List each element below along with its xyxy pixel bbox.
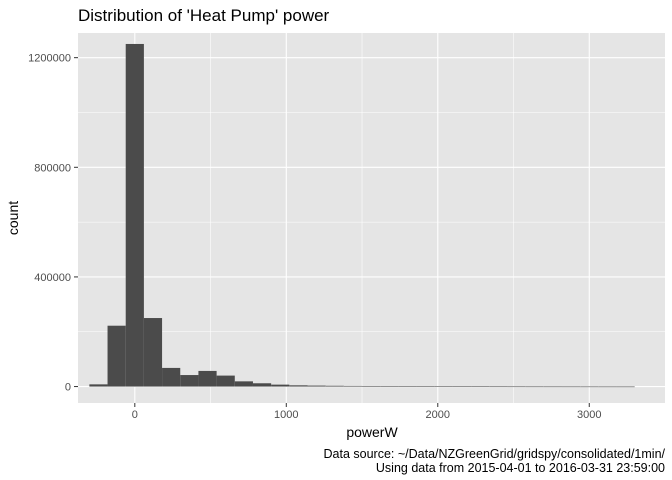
caption-date-range: Using data from 2015-04-01 to 2016-03-31… <box>376 461 665 475</box>
histogram-bar <box>507 386 526 388</box>
histogram-bar <box>325 385 344 387</box>
histogram-bar <box>434 386 453 387</box>
y-tick-label: 1200000 <box>28 53 71 65</box>
histogram-bar <box>598 386 617 388</box>
histogram-bar <box>216 375 235 387</box>
histogram-bar <box>89 384 108 387</box>
histogram-bar <box>452 386 472 387</box>
histogram-bars <box>89 43 635 388</box>
histogram-bar <box>234 381 253 387</box>
histogram-bar <box>616 386 635 388</box>
caption-data-source: Data source: ~/Data/NZGreenGrid/gridspy/… <box>324 447 666 461</box>
x-tick-label: 0 <box>132 409 138 421</box>
histogram-bar <box>343 385 363 387</box>
histogram-bar <box>289 385 308 387</box>
histogram-bar <box>398 386 417 387</box>
x-tick-label: 2000 <box>426 409 450 421</box>
y-tick-label: 800000 <box>34 162 71 174</box>
plot-panel <box>78 33 665 403</box>
histogram-bar <box>162 367 181 387</box>
histogram-bar <box>471 386 490 387</box>
histogram-bar <box>271 384 290 387</box>
histogram-bar <box>107 325 126 387</box>
x-tick-label: 3000 <box>577 409 601 421</box>
histogram-bar <box>180 375 199 387</box>
y-axis-ticks: 0 400000 800000 1200000 <box>28 53 78 394</box>
histogram-bar <box>489 386 508 388</box>
histogram-bar <box>380 386 399 387</box>
x-axis-ticks: 0 1000 2000 3000 <box>132 403 602 421</box>
histogram-bar <box>561 386 581 388</box>
histogram-bar <box>307 385 326 387</box>
y-tick-label: 400000 <box>34 272 71 284</box>
y-axis-title: count <box>5 201 21 235</box>
x-tick-label: 1000 <box>274 409 298 421</box>
histogram-bar <box>252 383 272 387</box>
histogram-bar <box>416 386 435 387</box>
y-tick-label: 0 <box>65 382 71 394</box>
histogram-bar <box>543 386 562 388</box>
chart-title: Distribution of 'Heat Pump' power <box>78 6 330 25</box>
histogram-bar <box>362 386 381 387</box>
minor-gridlines <box>78 33 665 403</box>
histogram-bar <box>125 43 144 387</box>
x-axis-title: powerW <box>346 424 398 440</box>
histogram-bar <box>525 386 544 388</box>
histogram-bar <box>198 370 217 387</box>
histogram-bar <box>143 318 163 387</box>
histogram-bar <box>580 386 599 388</box>
